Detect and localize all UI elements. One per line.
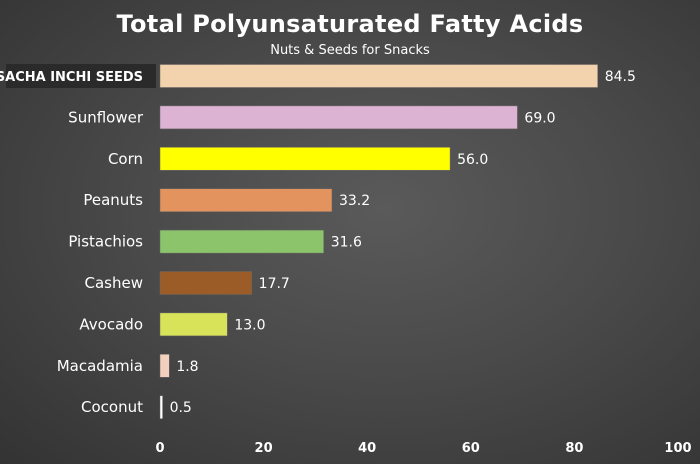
value-label-macadamia: 1.8 xyxy=(176,359,198,375)
value-label-cashew: 17.7 xyxy=(259,276,290,292)
x-tick-label: 40 xyxy=(358,441,376,456)
x-tick-label: 0 xyxy=(155,441,164,456)
value-label-coconut: 0.5 xyxy=(170,400,192,416)
bar-avocado xyxy=(159,312,228,337)
x-tick-label: 100 xyxy=(664,441,691,456)
bar-corn xyxy=(159,147,451,171)
value-label-sacha-inchi-seeds: 84.5 xyxy=(605,69,636,85)
category-label-sunflower: Sunflower xyxy=(68,108,144,126)
bar-sunflower xyxy=(159,105,518,130)
category-label-sacha-inchi-seeds: SACHA INCHI SEEDS xyxy=(0,70,143,85)
bar-pistachios xyxy=(159,229,324,254)
category-label-coconut: Coconut xyxy=(81,398,143,416)
bar-coconut xyxy=(159,395,163,419)
category-label-corn: Corn xyxy=(108,150,143,168)
x-tick-label: 80 xyxy=(565,441,583,456)
bar-macadamia xyxy=(159,354,170,378)
value-label-corn: 56.0 xyxy=(457,152,488,168)
bar-cashew xyxy=(159,271,252,295)
category-label-macadamia: Macadamia xyxy=(57,357,143,375)
category-label-cashew: Cashew xyxy=(85,274,143,292)
category-label-peanuts: Peanuts xyxy=(83,191,143,209)
value-label-peanuts: 33.2 xyxy=(339,193,370,209)
x-tick-label: 20 xyxy=(255,441,273,456)
x-tick-label: 60 xyxy=(462,441,480,456)
chart-title: Total Polyunsaturated Fatty Acids xyxy=(116,10,584,38)
category-label-avocado: Avocado xyxy=(79,315,143,333)
category-label-pistachios: Pistachios xyxy=(68,233,143,251)
value-label-sunflower: 69.0 xyxy=(524,110,555,126)
highlight-label-box xyxy=(6,64,156,88)
value-label-pistachios: 31.6 xyxy=(331,235,362,251)
chart-subtitle: Nuts & Seeds for Snacks xyxy=(270,43,430,58)
value-label-avocado: 13.0 xyxy=(234,317,265,333)
bar-peanuts xyxy=(159,188,333,212)
bar-sacha-inchi-seeds xyxy=(159,64,598,88)
